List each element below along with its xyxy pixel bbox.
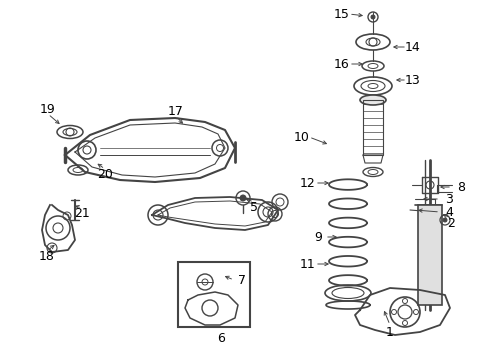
Circle shape xyxy=(442,218,446,222)
Text: 1: 1 xyxy=(385,327,393,339)
Text: 18: 18 xyxy=(39,251,55,264)
Text: 6: 6 xyxy=(217,332,224,345)
Text: 15: 15 xyxy=(333,8,349,21)
Text: 9: 9 xyxy=(313,230,321,243)
Text: 12: 12 xyxy=(300,176,315,189)
Bar xyxy=(417,205,441,305)
Text: 17: 17 xyxy=(168,104,183,117)
Text: 4: 4 xyxy=(444,206,452,219)
Text: 14: 14 xyxy=(404,41,420,54)
Text: 7: 7 xyxy=(238,274,245,287)
Text: 5: 5 xyxy=(249,201,258,213)
Text: 11: 11 xyxy=(300,257,315,270)
Circle shape xyxy=(240,195,245,201)
Bar xyxy=(178,262,249,327)
Text: 10: 10 xyxy=(293,131,309,144)
Text: 13: 13 xyxy=(404,73,420,86)
Text: 19: 19 xyxy=(40,103,56,116)
Text: 2: 2 xyxy=(446,216,454,230)
Text: 3: 3 xyxy=(444,193,452,206)
Text: 8: 8 xyxy=(456,180,464,194)
Text: 20: 20 xyxy=(97,167,113,180)
Bar xyxy=(362,100,382,155)
Ellipse shape xyxy=(359,95,385,105)
Text: 21: 21 xyxy=(74,207,90,220)
Circle shape xyxy=(370,15,374,19)
Text: 16: 16 xyxy=(333,58,349,71)
